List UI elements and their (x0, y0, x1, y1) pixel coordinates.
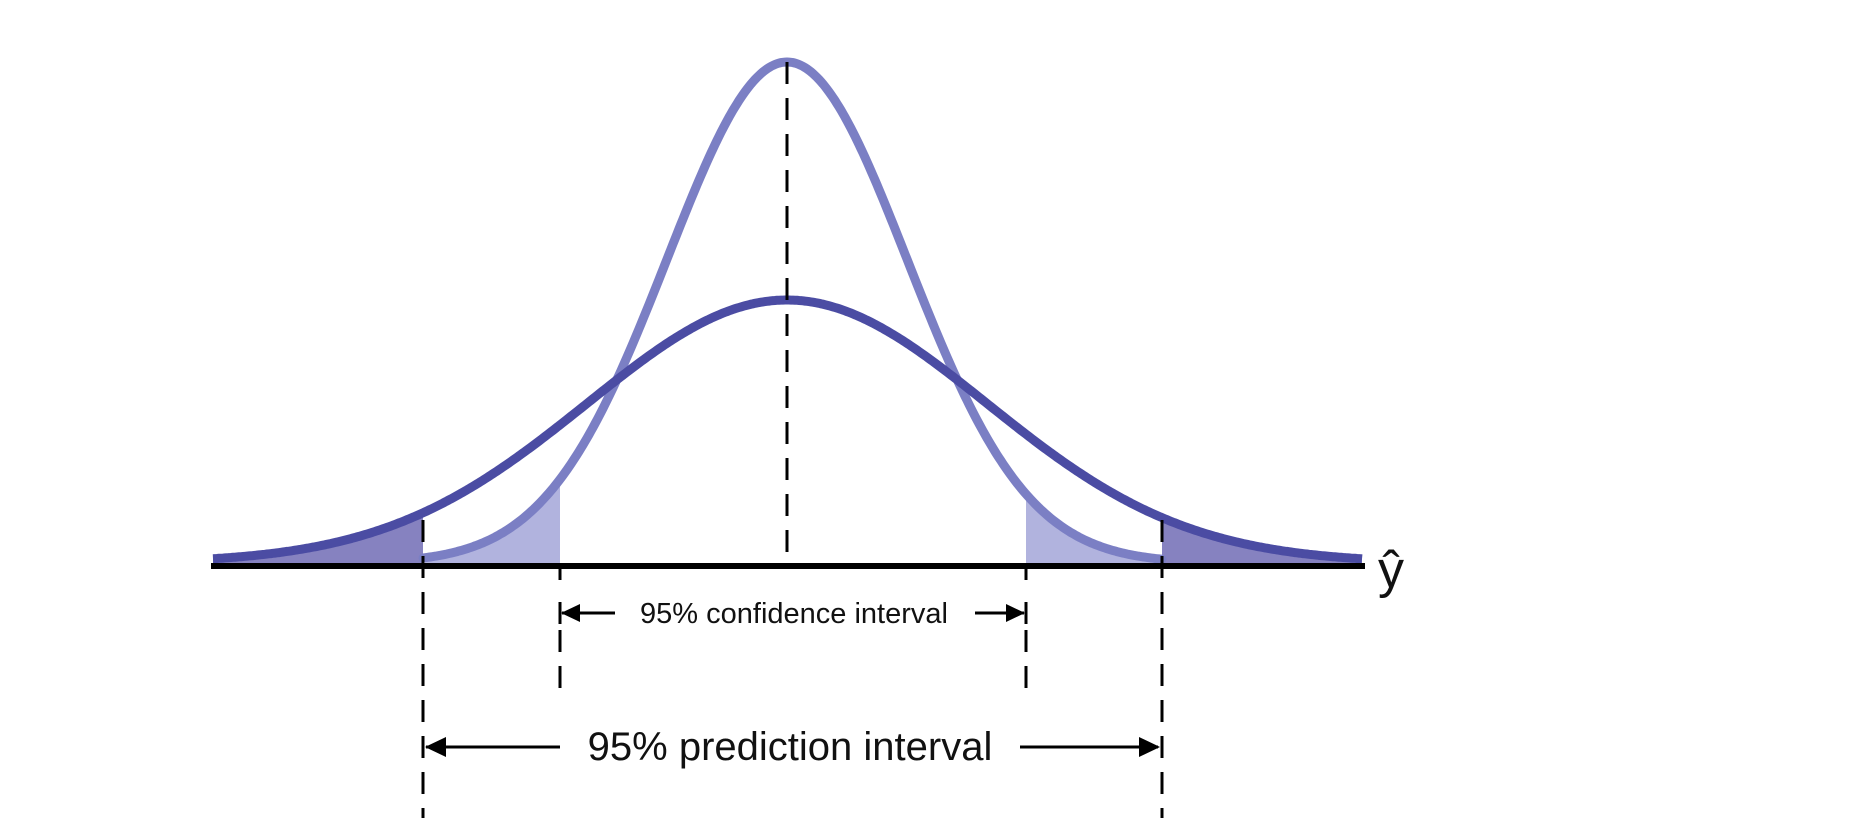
prediction-interval-arrow: 95% prediction interval (425, 725, 1160, 769)
dashed-guides (421, 62, 1164, 818)
tail-shading (213, 479, 1362, 563)
prediction-tail-shade-right (1162, 517, 1362, 563)
prediction-interval-label: 95% prediction interval (588, 725, 993, 769)
confidence-tail-shade-left (425, 479, 560, 563)
confidence-interval-arrow: 95% confidence interval (558, 598, 1028, 630)
confidence-interval-label: 95% confidence interval (640, 598, 948, 630)
y-hat-axis-label: ŷ (1378, 541, 1404, 599)
confidence-tail-shade-right (1026, 494, 1161, 563)
narrow-distribution-curve (418, 57, 1167, 564)
prediction-tail-shade-left (213, 512, 423, 563)
